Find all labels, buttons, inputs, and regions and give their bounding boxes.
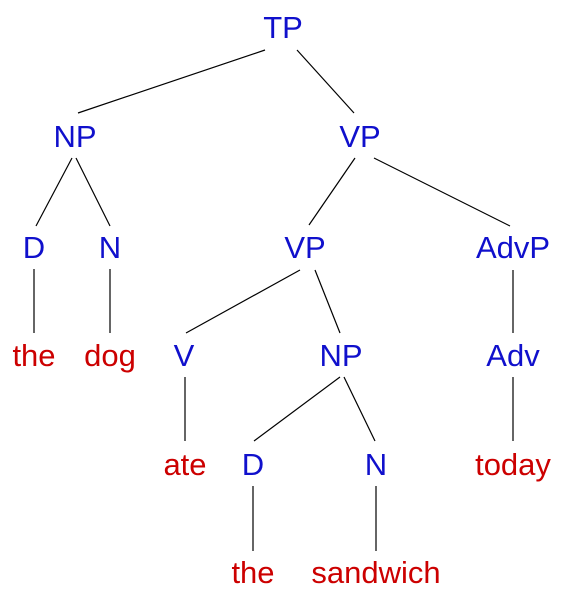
edge-np-d	[35, 157, 73, 227]
node-d-object: D	[242, 447, 264, 482]
edge-np-d-object	[253, 376, 341, 442]
word-today: today	[475, 447, 551, 482]
node-adv: Adv	[486, 338, 540, 373]
edge-np-n	[75, 157, 111, 227]
edge-vp-np	[314, 269, 341, 334]
node-vp-inner: VP	[284, 230, 325, 265]
node-n-object: N	[365, 447, 387, 482]
category-labels: TP NP VP D N VP AdvP V NP Adv D N	[23, 10, 550, 482]
tree-edges	[33, 49, 514, 551]
node-n-subject: N	[99, 230, 121, 265]
word-the-object: the	[231, 555, 274, 590]
node-v: V	[174, 338, 195, 373]
node-d-subject: D	[23, 230, 45, 265]
edge-vp-vp	[308, 157, 356, 226]
word-sandwich: sandwich	[311, 555, 440, 590]
node-vp-main: VP	[339, 119, 380, 154]
node-np-subject: NP	[53, 119, 96, 154]
terminal-words: the dog ate today the sandwich	[12, 338, 551, 590]
node-np-object: NP	[319, 338, 362, 373]
edge-tp-np	[77, 49, 266, 114]
node-advp: AdvP	[476, 230, 550, 265]
node-tp: TP	[263, 10, 303, 45]
edge-np-n-object	[343, 376, 376, 442]
word-the-subject: the	[12, 338, 55, 373]
edge-tp-vp	[296, 49, 355, 114]
edge-vp-advp	[373, 157, 511, 227]
word-ate: ate	[163, 447, 206, 482]
edge-vp-v	[185, 269, 301, 334]
word-dog: dog	[84, 338, 136, 373]
